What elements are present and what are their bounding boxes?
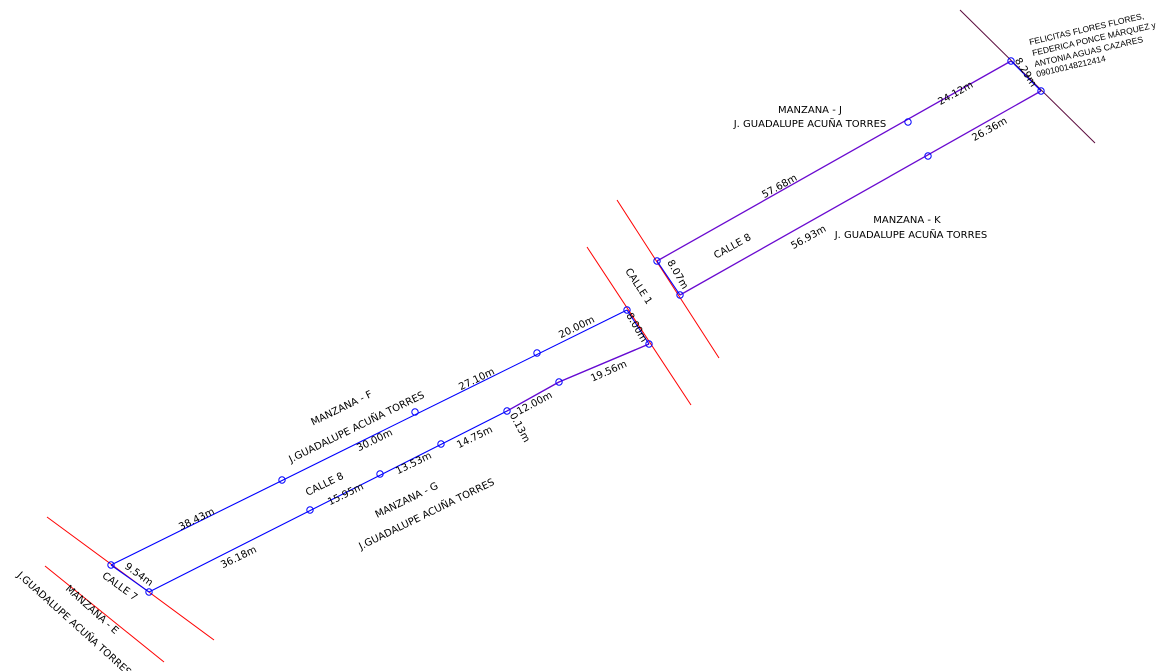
vertex-marker bbox=[1007, 57, 1015, 65]
vertex-marker bbox=[376, 470, 384, 478]
dimension-13-53: 13.53m bbox=[394, 450, 433, 477]
dimension-12-00: 12.00m bbox=[515, 390, 554, 418]
vertex-marker bbox=[904, 118, 912, 126]
manzana-g-north-edge-jog bbox=[506, 381, 560, 412]
dimension-14-75: 14.75m bbox=[455, 424, 494, 451]
manzana-j-title: MANZANA - J bbox=[778, 105, 842, 116]
manzana-f-south-edge bbox=[110, 309, 628, 566]
vertex-marker bbox=[145, 588, 153, 596]
vertex-marker bbox=[503, 407, 511, 415]
neighbor-boundary-line bbox=[959, 9, 1096, 144]
neighbor-owner-note: FELICITAS FLORES FLORES, FEDERICA PONCE … bbox=[1028, 11, 1157, 79]
west-end-segment bbox=[110, 564, 150, 593]
calle-1-axis bbox=[586, 246, 692, 406]
east-end-segment bbox=[1010, 60, 1042, 92]
street-calle-8-west bbox=[107, 306, 653, 596]
east-end-segment bbox=[626, 309, 650, 345]
vertex-marker bbox=[1037, 87, 1045, 95]
dimension-labels: 24.12m 8.29m 26.36m 57.68m 56.93m 8.07m … bbox=[122, 56, 1038, 589]
calle-7-axis-lower bbox=[44, 565, 165, 663]
dimension-57-68: 57.68m bbox=[760, 173, 799, 201]
vertex-marker bbox=[411, 408, 419, 416]
vertex-marker bbox=[278, 476, 286, 484]
vertex-marker bbox=[555, 378, 563, 386]
calle-1-axis-east bbox=[616, 199, 720, 359]
dimension-36-18: 36.18m bbox=[219, 544, 258, 571]
dimension-0-13: 0.13m bbox=[507, 411, 532, 444]
dimension-19-56: 19.56m bbox=[589, 359, 629, 385]
vertex-marker bbox=[676, 291, 684, 299]
vertex-marker bbox=[437, 440, 445, 448]
dimension-27-10: 27.10m bbox=[457, 366, 496, 393]
dimension-8-07: 8.07m bbox=[664, 258, 690, 291]
street-calle-8-east bbox=[653, 57, 1045, 299]
vertex-marker bbox=[924, 152, 932, 160]
dimension-56-93: 56.93m bbox=[789, 224, 828, 252]
street-labels: CALLE 8 CALLE 8 CALLE 1 CALLE 7 bbox=[100, 232, 754, 603]
vertex-marker bbox=[645, 340, 653, 348]
manzana-k-owner: J. GUADALUPE ACUÑA TORRES bbox=[834, 228, 988, 241]
vertex-marker bbox=[107, 561, 115, 569]
vertex-marker bbox=[306, 506, 314, 514]
vertex-marker bbox=[623, 306, 631, 314]
manzana-k-title: MANZANA - K bbox=[873, 215, 941, 226]
manzana-g-north-edge-jog2 bbox=[558, 343, 650, 383]
dimension-38-43: 38.43m bbox=[177, 506, 216, 533]
vertex-marker bbox=[533, 349, 541, 357]
west-end-segment bbox=[656, 260, 681, 296]
manzana-j-south-edge bbox=[656, 60, 1012, 262]
dimension-8-00: 8.00m bbox=[623, 311, 649, 344]
vertex-marker bbox=[653, 257, 661, 265]
dimension-24-12: 24.12m bbox=[936, 80, 975, 108]
street-label-calle-1: CALLE 1 bbox=[622, 267, 653, 307]
manzana-j-owner: J. GUADALUPE ACUÑA TORRES bbox=[733, 117, 887, 130]
manzana-k-north-edge bbox=[679, 90, 1042, 296]
